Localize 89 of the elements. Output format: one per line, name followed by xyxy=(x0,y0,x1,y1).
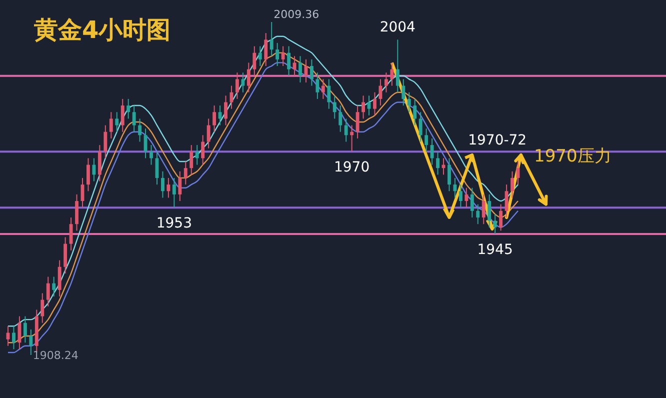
candlestick xyxy=(132,105,136,132)
candlestick xyxy=(402,78,406,106)
candlestick xyxy=(104,124,108,159)
candlestick xyxy=(482,194,486,225)
candlestick xyxy=(327,78,331,110)
candlestick xyxy=(504,184,508,218)
candlestick xyxy=(298,56,302,83)
chart-title: 黄金4小时图 xyxy=(33,16,171,44)
candlestick xyxy=(184,160,188,186)
candlestick xyxy=(23,316,27,344)
candlestick xyxy=(384,72,388,93)
candlestick xyxy=(120,98,124,132)
candlestick xyxy=(241,72,245,93)
candlestick xyxy=(161,170,164,198)
annotation: 2004 xyxy=(380,20,416,36)
candlestick xyxy=(195,144,199,166)
candlestick xyxy=(92,158,96,182)
candlestick xyxy=(356,105,360,139)
candlestick xyxy=(367,95,371,116)
candlestick xyxy=(40,292,44,324)
candlestick xyxy=(344,118,348,142)
candlestick xyxy=(224,95,228,126)
candlestick xyxy=(310,58,314,86)
candlestick xyxy=(212,105,216,132)
candlestick xyxy=(470,187,474,218)
annotation: 1908.24 xyxy=(32,349,78,362)
candlestick xyxy=(166,177,170,198)
candlestick xyxy=(407,92,411,113)
candlestick xyxy=(373,92,376,116)
candlestick xyxy=(109,112,113,139)
candlestick xyxy=(287,46,291,76)
candlestick xyxy=(235,72,239,100)
candlestick xyxy=(413,98,417,126)
candlestick xyxy=(276,42,280,66)
candlestick xyxy=(46,276,50,307)
candlestick xyxy=(458,184,462,208)
candlestick xyxy=(246,62,250,93)
candlestick xyxy=(418,112,422,142)
candlestick xyxy=(321,78,325,100)
candlestick xyxy=(281,46,285,66)
candlestick xyxy=(430,138,434,166)
candlestick xyxy=(12,326,16,350)
candlestick xyxy=(493,214,497,234)
candlestick xyxy=(126,98,130,120)
candlestick xyxy=(64,236,68,274)
candlestick xyxy=(172,177,176,208)
candlestick xyxy=(264,32,268,66)
candlestick xyxy=(316,72,320,100)
annotation: 1970压力 xyxy=(534,146,612,167)
candlestick xyxy=(258,46,262,66)
candlestick xyxy=(338,105,342,132)
candlestick xyxy=(29,328,33,356)
annotation: 1970-72 xyxy=(468,132,527,148)
candlestick xyxy=(499,204,503,232)
candlestick xyxy=(138,118,142,142)
candlestick xyxy=(350,124,354,152)
candlestick xyxy=(424,128,428,152)
candlestick xyxy=(332,95,336,120)
candlestick xyxy=(488,194,492,228)
candlestick xyxy=(270,22,274,57)
candlestick xyxy=(6,326,10,346)
candlestick xyxy=(69,216,73,251)
annotation: 1953 xyxy=(156,216,192,232)
candlestick xyxy=(58,260,62,298)
candlestick xyxy=(201,134,205,166)
candlestick xyxy=(206,118,210,149)
candlestick xyxy=(292,56,296,76)
candlestick xyxy=(190,144,194,176)
candlestick xyxy=(396,39,400,93)
candlestick xyxy=(178,170,182,202)
annotation: 1945 xyxy=(477,242,513,258)
candlestick xyxy=(436,151,440,176)
candlestick xyxy=(448,158,451,192)
candlestick xyxy=(390,62,394,86)
candlestick xyxy=(453,177,457,198)
candlestick xyxy=(52,276,56,298)
candlestick xyxy=(75,194,78,232)
candlestick xyxy=(86,158,90,192)
candlestick xyxy=(252,46,256,76)
text: 2009.36 xyxy=(274,8,320,21)
candlestick xyxy=(98,144,102,182)
candlestick xyxy=(464,187,468,208)
candlestick xyxy=(510,170,514,198)
candlestick xyxy=(150,144,153,166)
candlestick xyxy=(115,112,119,132)
candlestick xyxy=(18,316,22,350)
annotation: 1970 xyxy=(334,160,370,176)
candlestick xyxy=(476,204,480,225)
candlestick xyxy=(362,95,365,120)
